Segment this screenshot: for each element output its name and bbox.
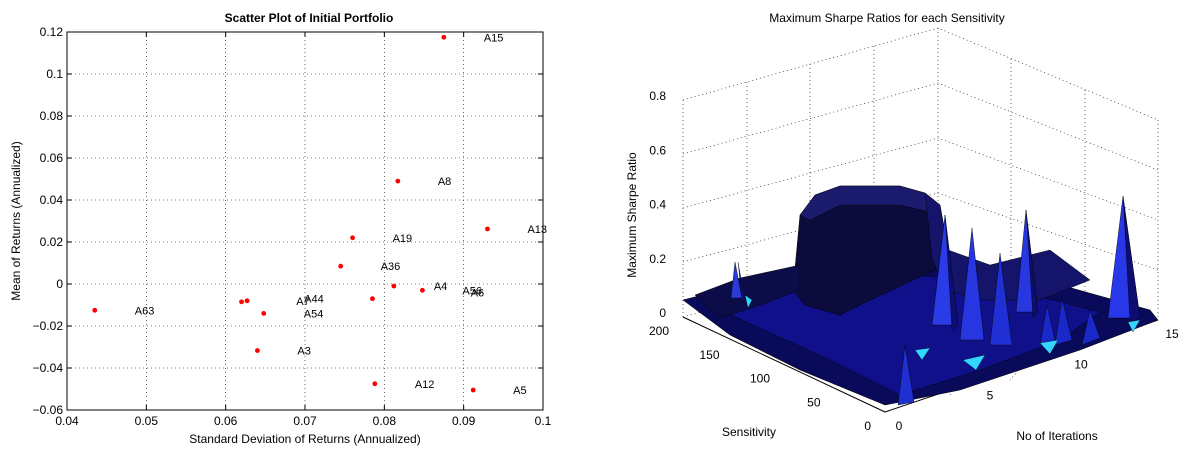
surface-x-tick-label: 0 [896,419,903,433]
surface-y-axis-label: Sensitivity [722,425,776,439]
scatter-point [255,348,260,353]
scatter-x-tick-label: 0.1 [535,414,552,428]
scatter-points [92,35,490,393]
scatter-y-tick-label: 0.02 [40,235,64,249]
surface-x-tick-label: 10 [1074,358,1088,372]
scatter-x-ticks: 0.04 0.05 0.06 0.07 0.08 0.09 0.1 [55,32,551,428]
surface-chart: Maximum Sharpe Ratios for each Sensitivi… [625,11,1179,443]
surface-y-tick-label: 200 [649,324,669,338]
surface-y-tick-label: 100 [750,372,770,386]
scatter-x-tick-label: 0.07 [293,414,317,428]
scatter-point-label: A12 [415,379,435,391]
surface-x-tick-label: 15 [1165,327,1179,341]
scatter-point [261,311,266,316]
surface-z-axis-label: Maximum Sharpe Ratio [625,152,639,278]
scatter-y-tick-label: −0.06 [33,403,64,417]
scatter-y-tick-label: 0.06 [40,151,64,165]
scatter-point [245,298,250,303]
scatter-y-tick-label: −0.02 [33,319,64,333]
scatter-y-tick-label: 0.12 [40,25,64,39]
scatter-point-label: A63 [135,305,155,317]
scatter-point-label: A3 [297,346,310,358]
scatter-point-label: A8 [438,176,451,188]
scatter-y-tick-label: 0 [56,277,63,291]
scatter-title: Scatter Plot of Initial Portfolio [225,11,394,25]
scatter-point-label: A36 [381,261,401,273]
surface-y-tick-label: 150 [699,348,719,362]
scatter-y-tick-label: 0.08 [40,109,64,123]
surface-title: Maximum Sharpe Ratios for each Sensitivi… [769,11,1004,25]
scatter-point [239,299,244,304]
scatter-point [485,227,490,232]
scatter-point-label: A15 [484,32,504,44]
surface-z-tick-label: 0.2 [649,252,666,266]
scatter-point-label: A44 [304,294,324,306]
scatter-point [471,388,476,393]
scatter-point-label: A54 [304,308,324,320]
surface-z-tick-label: 0.8 [649,89,666,103]
surface-x-tick-label: 5 [987,388,994,402]
scatter-point [370,296,375,301]
scatter-y-ticks: −0.06 −0.04 −0.02 0 0.02 0.04 0.06 0.08 0.1 0.12 [33,25,543,417]
surface-z-ticks: 0 0.2 0.4 0.6 0.8 [649,89,666,320]
scatter-point [350,235,355,240]
surface-x-axis-label: No of Iterations [1016,429,1097,443]
scatter-point [441,35,446,40]
scatter-point [372,381,377,386]
scatter-point-label: A4 [434,281,447,293]
scatter-y-tick-label: 0.04 [40,193,64,207]
surface-z-tick-label: 0.4 [649,198,666,212]
scatter-y-tick-label: 0.1 [46,67,63,81]
scatter-point-label: A6 [471,287,484,299]
scatter-x-tick-label: 0.06 [214,414,238,428]
scatter-x-tick-label: 0.08 [373,414,397,428]
scatter-x-tick-label: 0.05 [135,414,159,428]
scatter-point-label: A19 [393,233,413,245]
scatter-point-label: A5 [513,385,526,397]
scatter-point [395,179,400,184]
scatter-point [391,284,396,289]
scatter-chart: Scatter Plot of Initial Portfolio 0.04 0.… [9,11,552,446]
surface-z-tick-label: 0 [659,306,666,320]
scatter-point [420,288,425,293]
surface-y-tick-label: 0 [864,419,871,433]
surface-z-tick-label: 0.6 [649,143,666,157]
scatter-x-tick-label: 0.09 [452,414,476,428]
scatter-x-axis-label: Standard Deviation of Returns (Annualize… [189,432,420,446]
scatter-point [92,308,97,313]
scatter-y-axis-label: Mean of Returns (Annualized) [9,141,23,300]
scatter-point-label: A13 [527,224,547,236]
scatter-y-tick-label: −0.04 [33,361,64,375]
surface-y-tick-label: 50 [807,395,821,409]
scatter-point [338,264,343,269]
